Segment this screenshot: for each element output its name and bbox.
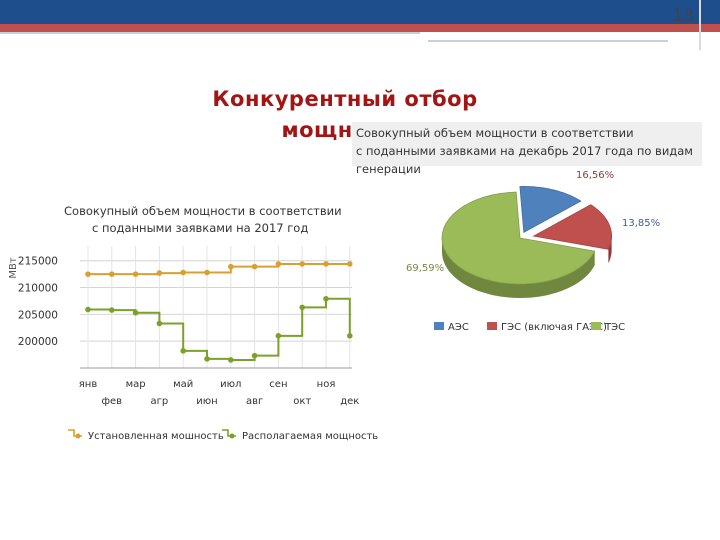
pie-legend-label: АЭС (448, 322, 469, 333)
x-tick-label: фев (101, 396, 122, 407)
series-2-point (228, 357, 234, 363)
series-1-point (156, 270, 163, 276)
series-2-point (299, 304, 306, 311)
pie-slice-ГЭС (включая ГАЭС) (532, 204, 612, 250)
series-1-point (204, 269, 210, 276)
header-rule-right (428, 40, 668, 42)
x-tick-label: май (173, 379, 193, 390)
legend-marker-2 (229, 433, 235, 439)
series-line-1 (88, 262, 350, 276)
pie-legend-label: ТЭС (604, 322, 625, 333)
series-2-point (85, 306, 91, 313)
pie-slice-side (442, 238, 595, 298)
pie-legend-swatch (487, 322, 497, 330)
x-tick-label: янв (79, 379, 98, 390)
pie-legend-swatch (591, 322, 601, 330)
top-banner (0, 0, 720, 24)
line-chart-title-line2: с поданными заявками на 2017 год (92, 221, 308, 235)
series-1-point (180, 269, 186, 276)
legend-marker-1 (75, 433, 81, 439)
series-2-point (180, 348, 186, 354)
series-2-point (275, 333, 282, 339)
x-tick-label: сен (269, 379, 287, 390)
slide-title-line1: Конкурентный отбор (212, 87, 478, 111)
series-1-point (251, 263, 258, 270)
series-1-point (85, 271, 91, 277)
pie-chart-title-line1: Совокупный объем мощности в соответствии (356, 126, 634, 140)
x-tick-label: июн (196, 396, 217, 407)
series-1-point (323, 261, 329, 267)
series-1-point (275, 261, 282, 267)
series-2-point (347, 333, 353, 339)
line-chart-title-line1: Совокупный объем мощности в соответствии (64, 204, 342, 218)
y-tick-label: 215000 (18, 256, 58, 268)
x-tick-label: агр (151, 396, 169, 407)
series-2-point (156, 320, 163, 327)
series-2-point (132, 309, 139, 316)
pie-chart-header-bg (352, 122, 702, 166)
series-2-point (251, 352, 258, 359)
series-2-point (323, 296, 329, 302)
x-tick-label: окт (293, 396, 311, 407)
line-chart-y-axis-label: МВт (8, 257, 19, 278)
legend-label-2: Располагаемая мощность (242, 431, 378, 442)
x-tick-label: мар (126, 379, 146, 390)
page-number-divider (699, 0, 701, 50)
pie-slice-АЭС (519, 186, 582, 234)
series-1-point (299, 261, 306, 267)
pie-slice-ТЭС (441, 191, 596, 285)
pie-legend-label: ГЭС (включая ГАЭС) (501, 322, 607, 333)
series-1-point (132, 271, 139, 277)
y-tick-label: 200000 (18, 336, 58, 348)
series-2-point (204, 356, 210, 362)
pie-data-label: 13,85% (622, 218, 660, 229)
pie-chart-title: Совокупный объем мощности в соответствии… (356, 124, 696, 178)
pie-legend-swatch (434, 322, 444, 330)
series-2-point (109, 307, 115, 313)
pie-data-label: 69,59% (406, 263, 444, 274)
series-1-point (228, 263, 234, 270)
legend-label-1: Установленная мошность (88, 431, 224, 442)
top-accent-stripe (0, 24, 720, 32)
x-tick-label: дек (340, 396, 359, 407)
y-tick-label: 205000 (18, 309, 58, 321)
pie-data-label: 16,56% (576, 170, 614, 181)
page-number: 13 (672, 6, 694, 26)
pie-chart-title-line2: с поданными заявками на декабрь 2017 год… (356, 144, 693, 176)
series-1-point (347, 261, 353, 267)
header-rule-left (0, 32, 420, 34)
x-tick-label: авг (246, 396, 263, 407)
series-1-point (109, 271, 115, 277)
x-tick-label: июл (220, 379, 241, 390)
y-tick-label: 210000 (18, 283, 58, 295)
x-tick-label: ноя (317, 379, 336, 390)
